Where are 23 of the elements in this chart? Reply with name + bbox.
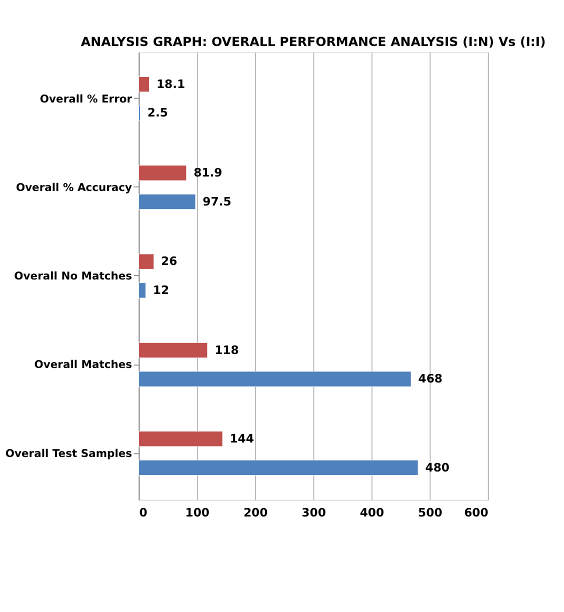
data-label: 81.9: [194, 166, 222, 180]
data-label: 480: [425, 460, 450, 474]
y-tick-label: Overall Test Samples: [5, 446, 132, 460]
data-label: 18.1: [156, 76, 186, 91]
x-tick-label: 300: [302, 505, 326, 520]
data-label: 12: [152, 282, 170, 297]
data-label: 468: [418, 372, 443, 386]
x-tick-label: 500: [418, 505, 442, 520]
y-tick-label: Overall % Accuracy: [16, 180, 132, 194]
y-tick-label: Overall No Matches: [14, 270, 132, 283]
x-tick-label: 100: [185, 505, 210, 520]
x-tick-label: 200: [243, 505, 268, 520]
chart-title: ANALYSIS GRAPH: OVERALL PERFORMANCE ANALYSIS (I:N) Vs (I:I): [80, 34, 546, 49]
data-label: 118: [214, 342, 239, 357]
x-tick-label: 600: [464, 505, 488, 520]
x-tick-label: 400: [360, 505, 384, 520]
data-label: 144: [230, 431, 254, 446]
x-tick-label: 0: [139, 505, 148, 520]
data-label: 26: [161, 254, 178, 268]
data-label: 2.5: [147, 106, 168, 120]
y-tick-label: Overall Matches: [34, 358, 132, 372]
data-label: 97.5: [202, 194, 232, 208]
y-tick-label: Overall % Error: [40, 92, 133, 106]
